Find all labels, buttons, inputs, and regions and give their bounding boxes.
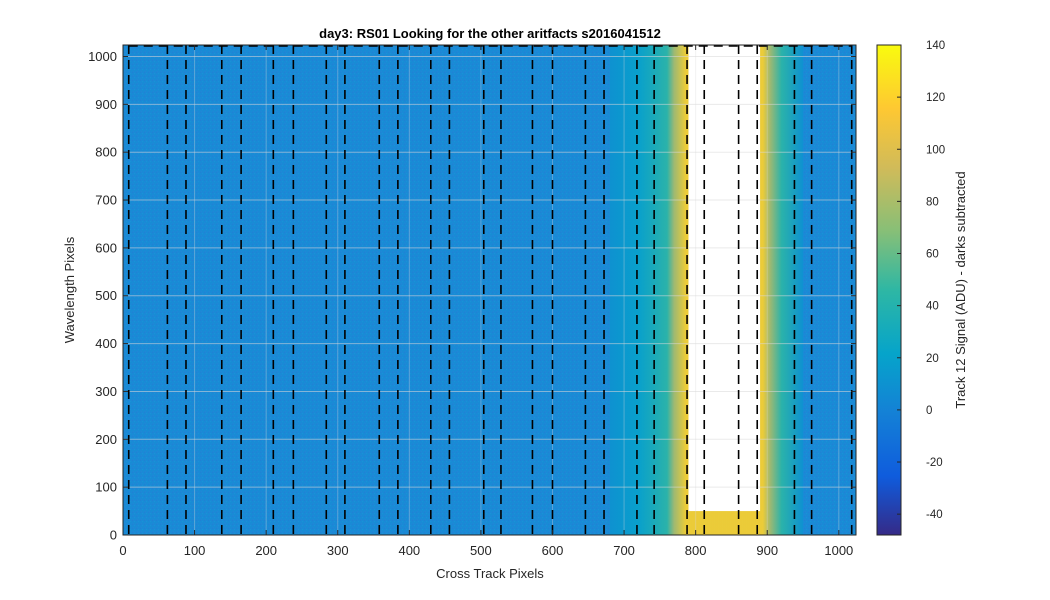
colorbar-tick-label: -20 [926, 457, 943, 469]
colorbar-tick-label: 20 [926, 353, 939, 365]
y-tick-label: 200 [95, 432, 117, 447]
colorbar-ticks: -40 -20 0 20 40 60 80 100 120 140 [897, 40, 945, 521]
x-tick-label: 1000 [824, 543, 853, 558]
colorbar-tick-label: 120 [926, 92, 945, 104]
y-tick-label: 1000 [88, 49, 117, 64]
y-tick-label: 700 [95, 193, 117, 208]
y-tick-label: 800 [95, 145, 117, 160]
x-tick-label: 700 [613, 543, 635, 558]
y-axis: 0 100 200 300 400 500 600 700 800 900 1000 [88, 49, 856, 543]
chart-title: day3: RS01 Looking for the other aritfac… [319, 26, 661, 41]
x-tick-label: 0 [119, 543, 126, 558]
y-tick-label: 400 [95, 336, 117, 351]
x-tick-label: 500 [470, 543, 492, 558]
colorbar-tick-label: 80 [926, 196, 939, 208]
colorbar-tick-label: 140 [926, 40, 945, 52]
y-tick-label: 500 [95, 288, 117, 303]
dashed-track-lines [127, 45, 853, 535]
saturated-region [688, 45, 761, 512]
colorbar-tick-label: -40 [926, 509, 943, 521]
colorbar-tick-label: 100 [926, 144, 945, 156]
x-tick-label: 600 [542, 543, 564, 558]
y-tick-label: 0 [110, 528, 117, 543]
x-tick-label: 200 [255, 543, 277, 558]
colorbar-tick-label: 40 [926, 301, 939, 313]
y-tick-label: 600 [95, 240, 117, 255]
y-axis-label: Wavelength Pixels [62, 236, 77, 343]
colorbar-frame [876, 44, 902, 536]
x-tick-label: 900 [756, 543, 778, 558]
x-tick-label: 100 [184, 543, 206, 558]
x-axis: 0 100 200 300 400 500 600 700 800 900 1000 [119, 45, 853, 558]
colorbar-tick-label: 0 [926, 405, 932, 417]
x-axis-label: Cross Track Pixels [436, 566, 544, 581]
plot-frame [122, 44, 857, 536]
colorbar-label: Track 12 Signal (ADU) - darks subtracted [953, 171, 968, 408]
x-tick-label: 800 [685, 543, 707, 558]
heatmap-signal-layer [609, 45, 804, 535]
x-tick-label: 300 [327, 543, 349, 558]
colorbar: -40 -20 0 20 40 60 80 100 120 140 [876, 40, 945, 536]
heatmap-plot-area [122, 44, 857, 536]
x-tick-label: 400 [398, 543, 420, 558]
grid-lines [122, 45, 856, 536]
y-tick-label: 300 [95, 384, 117, 399]
colorbar-gradient [877, 45, 901, 535]
y-tick-label: 900 [95, 97, 117, 112]
y-tick-label: 100 [95, 480, 117, 495]
colorbar-tick-label: 60 [926, 249, 939, 261]
